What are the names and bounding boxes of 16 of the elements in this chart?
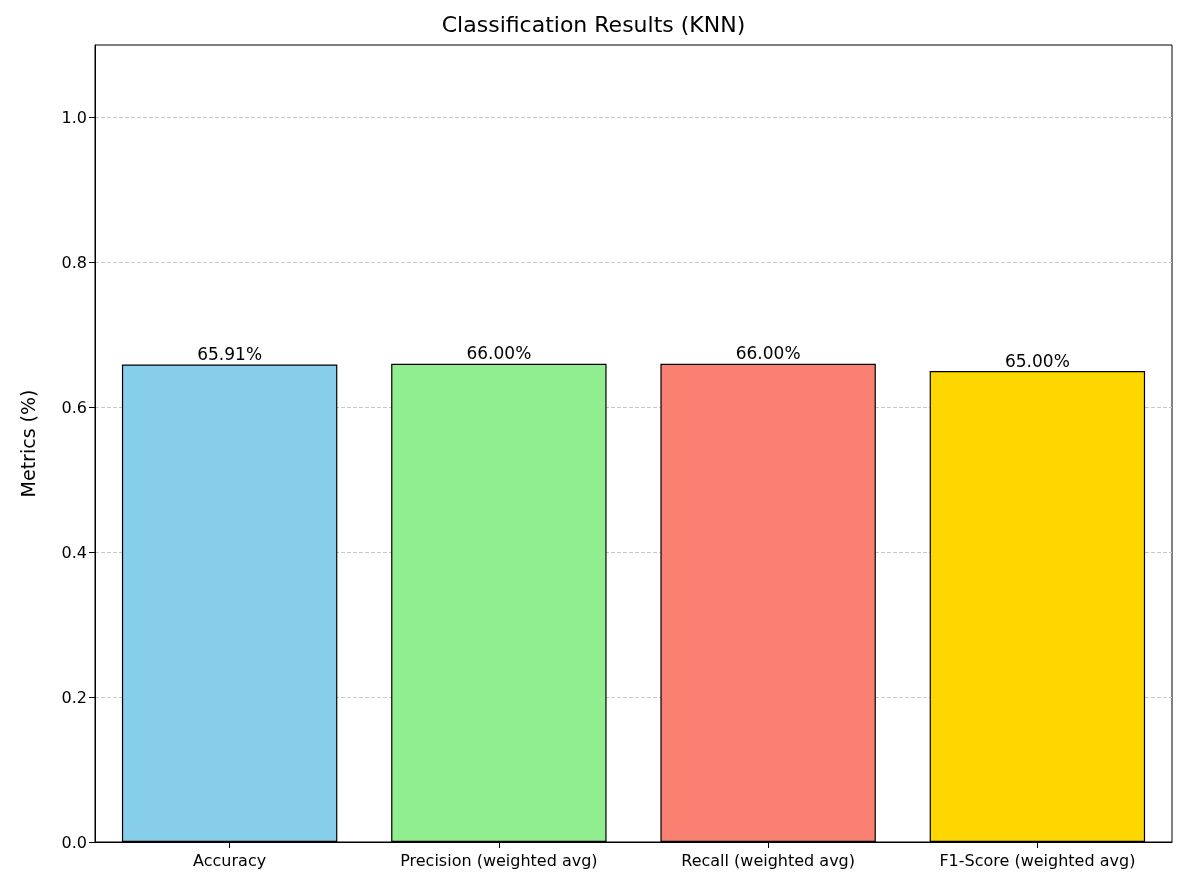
- y-axis-title: Metrics (%): [16, 389, 39, 498]
- y-tick-label: 1.0: [61, 107, 87, 127]
- y-tick-label: 0.6: [61, 397, 87, 417]
- data-label: 66.00%: [466, 343, 532, 364]
- y-tick-label: 0.2: [61, 687, 87, 707]
- x-tick-label: F1-Score (weighted avg): [939, 850, 1136, 870]
- y-tick-label: 0.4: [61, 542, 87, 562]
- x-tick-label: Accuracy: [193, 850, 267, 870]
- data-label: 66.00%: [735, 343, 801, 364]
- y-tick-label: 0.0: [61, 832, 87, 852]
- x-tick-label: Recall (weighted avg): [681, 850, 856, 870]
- data-label: 65.00%: [1004, 350, 1070, 371]
- chart-title: Classification Results (KNN): [441, 11, 746, 37]
- x-tick-label: Precision (weighted avg): [400, 850, 598, 870]
- y-tick-label: 0.8: [61, 252, 87, 272]
- data-label: 65.91%: [197, 343, 263, 364]
